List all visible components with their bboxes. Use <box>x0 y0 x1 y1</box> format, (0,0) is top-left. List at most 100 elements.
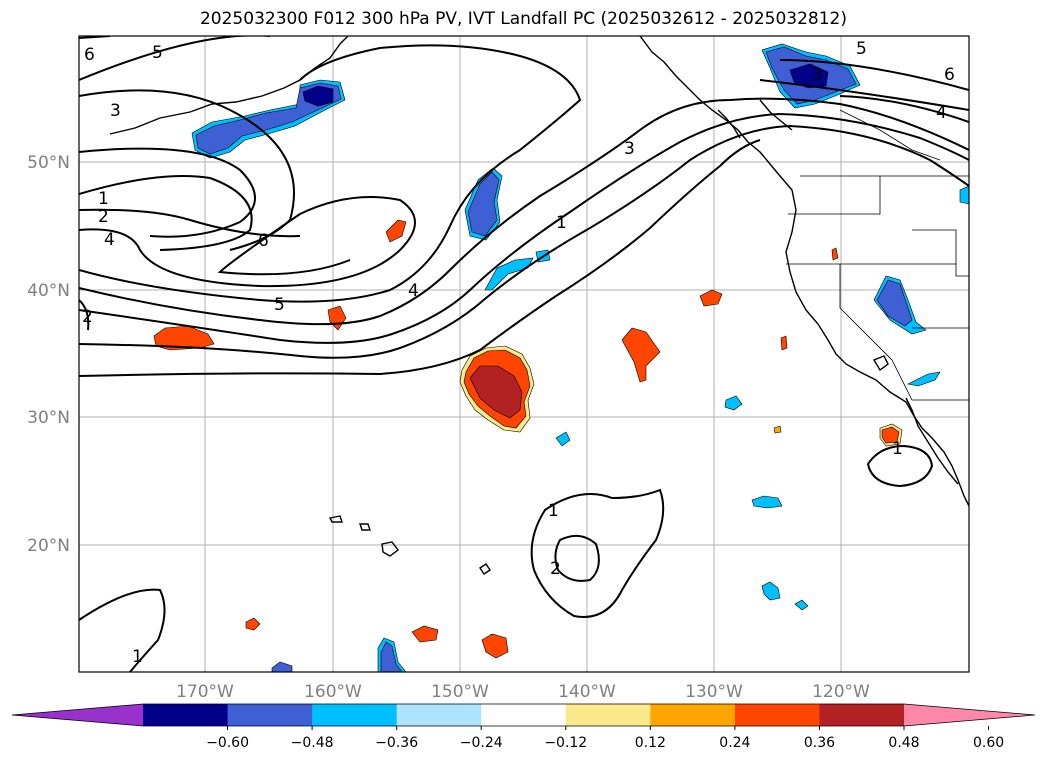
colorbar-tick-label: −0.24 <box>460 735 503 751</box>
patch-small-3 <box>555 431 571 447</box>
contour-label: 3 <box>110 101 121 121</box>
patch-small-13 <box>780 335 788 351</box>
border-washington-oregon <box>788 176 881 215</box>
patch-subtropical-north <box>467 171 500 237</box>
patch-baja <box>907 371 941 387</box>
patch-central-1 <box>621 327 661 383</box>
colorbar-tick-label: 0.60 <box>973 735 1004 751</box>
longitude-labels: 170°W 160°W 150°W 140°W 130°W 120°W <box>176 682 870 702</box>
pv-contours <box>79 36 969 672</box>
contour-label: 2 <box>82 307 93 327</box>
colorbar-tick-label: 0.48 <box>888 735 919 751</box>
contour-2-sw <box>79 299 90 331</box>
island-hawaii <box>381 541 399 557</box>
contour-label: 4 <box>104 230 115 250</box>
contour-6-ne <box>759 79 969 111</box>
colorbar-segment <box>396 704 482 726</box>
contour-label: 4 <box>408 281 419 301</box>
contour-2-south <box>554 534 600 582</box>
longitude-label: 150°W <box>431 682 489 702</box>
contour-1-main <box>79 139 761 377</box>
contour-label: 5 <box>152 43 163 63</box>
contour-1-socal <box>866 444 934 488</box>
map-frame <box>78 35 970 673</box>
gridlines <box>79 36 969 672</box>
colorbar-tick-label: −0.48 <box>291 735 334 751</box>
island-maui <box>359 523 371 531</box>
colorbar-segment <box>650 704 736 726</box>
patch-small-2 <box>724 395 743 411</box>
contour-label: 3 <box>624 139 635 159</box>
colorbar: −0.60 −0.48 −0.36 −0.24 −0.12 0.12 0.24 0.36 0.4… <box>11 703 1036 751</box>
patch-small-14 <box>831 247 839 261</box>
colorbar-tick-label: 0.36 <box>804 735 835 751</box>
latitude-label: 30°N <box>27 408 70 428</box>
coastline-baja <box>905 397 959 485</box>
latitude-label: 50°N <box>27 153 70 173</box>
lake-salton <box>872 355 889 372</box>
colorbar-tick-label: 0.24 <box>719 735 750 751</box>
contour-label: 5 <box>274 295 285 315</box>
border-idaho <box>912 229 969 277</box>
patch-gulf-alaska-core <box>302 85 334 107</box>
contour-label: 1 <box>892 439 903 459</box>
patch-small-11 <box>411 625 439 643</box>
island-small <box>479 563 491 575</box>
patch-small-12 <box>245 617 261 631</box>
border-california-nevada <box>839 264 913 401</box>
contour-label: 5 <box>856 39 867 59</box>
contour-label: 6 <box>84 45 95 65</box>
colorbar-tick-label: 0.12 <box>635 735 666 751</box>
contour-label: 1 <box>98 189 109 209</box>
colorbar-segment <box>734 704 820 726</box>
patch-small-7 <box>385 219 407 243</box>
latitude-label: 20°N <box>27 536 70 556</box>
contour-label: 6 <box>258 231 269 251</box>
contour-5-nw <box>79 36 270 81</box>
patch-small-9 <box>699 289 723 307</box>
coastline-west-coast <box>639 36 969 507</box>
colorbar-tick-label: −0.60 <box>206 735 249 751</box>
patch-east-edge <box>959 185 969 205</box>
longitude-label: 160°W <box>304 682 362 702</box>
colorbar-segment <box>227 704 313 726</box>
contour-3-nw <box>79 147 256 238</box>
contour-label: 1 <box>548 501 559 521</box>
patch-bc-core <box>789 63 829 89</box>
contour-5-inner <box>79 196 416 288</box>
contour-label: 1 <box>556 213 567 233</box>
longitude-label: 130°W <box>685 682 743 702</box>
patch-subtropical-core <box>469 365 523 419</box>
patch-small-15 <box>773 425 782 434</box>
contour-4-ne <box>839 95 969 123</box>
colorbar-segment <box>481 704 567 726</box>
contour-label: 4 <box>936 103 947 123</box>
contour-label: 2 <box>98 207 109 227</box>
colorbar-outline <box>11 703 1036 727</box>
patch-socal <box>881 426 900 444</box>
colorbar-tick-label: −0.36 <box>375 735 418 751</box>
patch-bottom-2 <box>271 661 293 672</box>
patch-small-4 <box>751 495 783 509</box>
patch-small-10 <box>481 633 509 659</box>
contour-2-1 <box>79 175 253 251</box>
colorbar-tick-label: −0.12 <box>544 735 587 751</box>
contour-6-main <box>79 44 582 303</box>
colorbar-segment <box>143 704 229 726</box>
contour-2-main <box>79 124 969 359</box>
patch-small-5 <box>761 581 781 601</box>
latitude-label: 40°N <box>27 281 70 301</box>
contour-label: 2 <box>550 559 561 579</box>
contour-1-south <box>530 488 665 618</box>
map-title: 2025032300 F012 300 hPa PV, IVT Landfall… <box>199 9 847 29</box>
longitude-label: 120°W <box>812 682 870 702</box>
longitude-label: 170°W <box>176 682 234 702</box>
colorbar-segment <box>312 704 398 726</box>
coastline-alaska <box>109 36 349 135</box>
contour-label-group: 6 5 3 1 2 4 6 5 2 4 3 1 1 2 1 3 5 6 4 1 <box>82 39 955 667</box>
contour-1-sw <box>79 588 166 672</box>
patch-california <box>876 279 913 327</box>
patch-bottom-1 <box>380 641 403 672</box>
contour-3-main <box>79 112 969 344</box>
